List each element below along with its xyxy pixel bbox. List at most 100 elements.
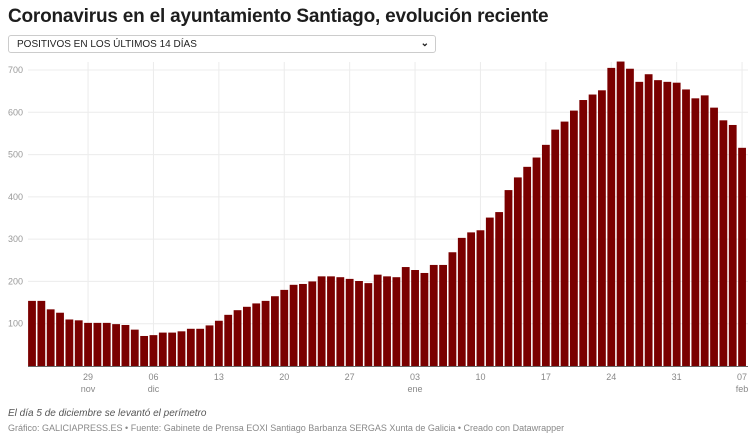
bar <box>401 267 410 366</box>
bar <box>626 68 634 366</box>
bar <box>691 98 700 367</box>
bar <box>710 107 718 367</box>
bar <box>65 319 74 366</box>
bar <box>364 283 373 366</box>
bar <box>579 100 588 366</box>
bar <box>46 309 55 366</box>
bar <box>476 230 485 366</box>
bar <box>728 124 737 366</box>
bar <box>654 80 662 367</box>
x-tick-sublabel: ene <box>408 384 423 394</box>
bar <box>738 147 746 366</box>
bar <box>261 300 270 366</box>
bar <box>373 274 382 366</box>
bar <box>280 289 289 366</box>
bar <box>112 324 120 366</box>
bar <box>588 94 597 367</box>
y-tick-label: 400 <box>8 192 23 202</box>
bar <box>121 324 130 366</box>
bar <box>607 67 616 366</box>
bar <box>411 270 419 366</box>
x-tick-label: 24 <box>606 372 616 382</box>
bar <box>140 335 149 366</box>
bar <box>149 335 158 366</box>
y-tick-label: 100 <box>8 319 23 329</box>
chart-source: Gráfico: GALICIAPRESS.ES • Fuente: Gabin… <box>8 423 565 433</box>
x-tick-label: 13 <box>214 372 224 382</box>
bar <box>551 129 560 366</box>
x-tick-label: 20 <box>279 372 289 382</box>
y-tick-label: 500 <box>8 150 23 160</box>
bar <box>523 166 532 366</box>
bar <box>242 306 251 366</box>
bar <box>383 276 391 366</box>
bar <box>532 157 541 366</box>
y-tick-label: 200 <box>8 276 23 286</box>
bar <box>271 296 279 366</box>
metric-dropdown[interactable]: POSITIVOS EN LOS ÚLTIMOS 14 DÍAS ⌄ <box>8 35 436 53</box>
bar <box>672 82 681 366</box>
bar <box>252 303 261 366</box>
bar <box>682 89 690 367</box>
x-tick-sublabel: dic <box>148 384 160 394</box>
dropdown-selected: POSITIVOS EN LOS ÚLTIMOS 14 DÍAS <box>17 39 197 50</box>
bar <box>224 314 233 366</box>
bar <box>644 74 653 366</box>
bar <box>196 328 205 366</box>
bar <box>37 300 46 366</box>
bar <box>214 320 223 366</box>
bar <box>28 300 36 366</box>
y-tick-label: 600 <box>8 107 23 117</box>
bar <box>186 328 195 366</box>
bar <box>598 90 606 366</box>
x-tick-label: 17 <box>541 372 551 382</box>
y-tick-label: 300 <box>8 234 23 244</box>
bar <box>74 320 83 366</box>
bar <box>392 277 401 366</box>
bar <box>457 237 466 366</box>
chevron-down-icon: ⌄ <box>420 38 429 49</box>
x-tick-label: 06 <box>148 372 158 382</box>
bar <box>467 232 476 366</box>
bar <box>84 322 92 366</box>
x-tick-sublabel: nov <box>81 384 96 394</box>
x-tick-label: 29 <box>83 372 93 382</box>
chart-note: El día 5 de diciembre se levantó el perí… <box>8 408 207 419</box>
bar <box>336 277 345 366</box>
chart-title: Coronavirus en el ayuntamiento Santiago,… <box>8 6 549 27</box>
bar <box>541 144 550 366</box>
bar <box>93 322 102 366</box>
bar <box>102 322 111 366</box>
bar <box>299 283 307 366</box>
x-tick-label: 27 <box>345 372 355 382</box>
bar <box>616 61 625 367</box>
bar <box>130 329 139 366</box>
bar <box>485 217 494 366</box>
bar <box>719 120 728 366</box>
bar <box>56 312 64 366</box>
bar <box>663 81 672 366</box>
bar <box>439 264 447 366</box>
x-tick-label: 07 <box>737 372 747 382</box>
x-tick-label: 31 <box>672 372 682 382</box>
bar <box>233 310 242 366</box>
bar <box>495 212 504 366</box>
bar <box>700 95 709 366</box>
x-tick-sublabel: feb <box>736 384 749 394</box>
bar <box>205 325 214 366</box>
bar <box>289 284 298 366</box>
x-tick-label: 10 <box>475 372 485 382</box>
bar <box>168 332 177 366</box>
bar <box>345 278 354 366</box>
bar <box>308 281 317 366</box>
bar <box>429 264 438 366</box>
bar <box>355 281 363 366</box>
bar <box>635 81 644 366</box>
bar <box>569 110 578 366</box>
y-tick-label: 700 <box>8 65 23 75</box>
bar <box>504 190 513 366</box>
bar <box>513 177 522 366</box>
bar-chart: 100 200 300 400 500 600 700 29 nov 06 dic 13 20 27 03 e… <box>8 61 749 394</box>
bar <box>177 331 186 366</box>
bar <box>448 252 457 366</box>
